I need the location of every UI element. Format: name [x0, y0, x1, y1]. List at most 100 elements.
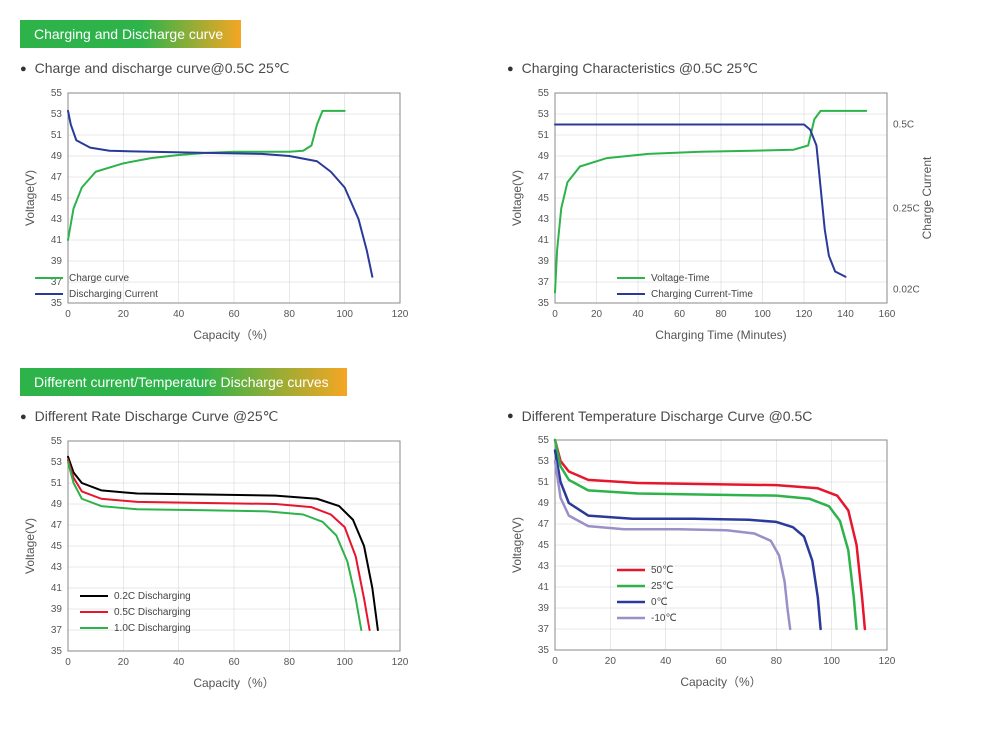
svg-text:39: 39 [51, 604, 63, 615]
chart-2-title-text: Charging Characteristics @0.5C 25℃ [522, 60, 758, 77]
chart-2-title: Charging Characteristics @0.5C 25℃ [507, 60, 964, 77]
svg-text:35: 35 [538, 298, 550, 309]
svg-text:37: 37 [51, 625, 63, 636]
section-header-2-label: Different current/Temperature Discharge … [34, 374, 329, 390]
svg-text:39: 39 [51, 256, 63, 267]
svg-text:0: 0 [65, 309, 71, 320]
svg-text:50℃: 50℃ [651, 565, 673, 576]
svg-text:100: 100 [336, 657, 353, 668]
svg-text:0℃: 0℃ [651, 597, 668, 608]
svg-text:45: 45 [538, 540, 550, 551]
svg-text:Voltage(V): Voltage(V) [23, 170, 37, 226]
svg-text:Voltage(V): Voltage(V) [510, 170, 524, 226]
svg-text:47: 47 [51, 172, 63, 183]
svg-text:55: 55 [51, 436, 63, 447]
svg-text:0.5C Discharging: 0.5C Discharging [114, 607, 191, 618]
svg-text:45: 45 [538, 193, 550, 204]
svg-text:53: 53 [538, 109, 550, 120]
svg-text:Charge curve: Charge curve [69, 273, 129, 284]
svg-text:51: 51 [538, 130, 550, 141]
svg-text:100: 100 [823, 656, 840, 667]
charts-row-1: Charge and discharge curve@0.5C 25℃ 0 20 4… [20, 60, 964, 343]
svg-text:49: 49 [538, 498, 550, 509]
svg-text:37: 37 [538, 624, 550, 635]
svg-text:1.0C Discharging: 1.0C Discharging [114, 623, 191, 634]
svg-text:35: 35 [51, 298, 63, 309]
chart-4-title: Different Temperature Discharge Curve @0… [507, 408, 964, 424]
svg-text:51: 51 [51, 130, 63, 141]
svg-text:49: 49 [51, 499, 63, 510]
svg-text:120: 120 [392, 657, 409, 668]
svg-text:20: 20 [118, 657, 130, 668]
charts-row-2: Different Rate Discharge Curve @25℃ 0 20 4… [20, 408, 964, 691]
section-header-1-label: Charging and Discharge curve [34, 26, 223, 42]
svg-text:55: 55 [51, 88, 63, 99]
svg-text:43: 43 [51, 214, 63, 225]
svg-text:60: 60 [715, 656, 727, 667]
chart-4-block: Different Temperature Discharge Curve @0… [507, 408, 964, 691]
svg-text:47: 47 [51, 520, 63, 531]
chart-3-block: Different Rate Discharge Curve @25℃ 0 20 4… [20, 408, 477, 691]
svg-text:80: 80 [284, 657, 296, 668]
svg-text:120: 120 [392, 309, 409, 320]
svg-text:0.02C: 0.02C [893, 284, 920, 295]
svg-text:100: 100 [754, 309, 771, 320]
svg-text:53: 53 [538, 456, 550, 467]
svg-text:80: 80 [284, 309, 296, 320]
svg-text:120: 120 [796, 309, 813, 320]
svg-text:0.25C: 0.25C [893, 204, 920, 215]
chart-3-title: Different Rate Discharge Curve @25℃ [20, 408, 477, 425]
svg-text:43: 43 [51, 562, 63, 573]
svg-text:41: 41 [51, 235, 63, 246]
svg-text:55: 55 [538, 435, 550, 446]
chart-1-svg: 0204060801001203537394143454749515355Cap… [20, 83, 450, 343]
svg-text:51: 51 [538, 477, 550, 488]
svg-text:0: 0 [65, 657, 71, 668]
svg-text:55: 55 [538, 88, 550, 99]
svg-text:20: 20 [118, 309, 130, 320]
svg-text:Charge Current: Charge Current [920, 156, 934, 239]
chart-4-title-text: Different Temperature Discharge Curve @0… [522, 408, 813, 424]
svg-text:Voltage(V): Voltage(V) [23, 518, 37, 574]
svg-text:0.2C Discharging: 0.2C Discharging [114, 591, 191, 602]
svg-text:41: 41 [538, 235, 550, 246]
svg-text:43: 43 [538, 561, 550, 572]
svg-text:45: 45 [51, 193, 63, 204]
svg-text:35: 35 [51, 646, 63, 657]
svg-text:20: 20 [605, 656, 617, 667]
section-header-1: Charging and Discharge curve [20, 20, 241, 48]
svg-text:60: 60 [674, 309, 686, 320]
svg-text:Capacity（%）: Capacity（%） [193, 676, 274, 690]
svg-text:-10℃: -10℃ [651, 613, 677, 624]
svg-text:Capacity（%）: Capacity（%） [193, 328, 274, 342]
svg-text:53: 53 [51, 457, 63, 468]
svg-text:0.5C: 0.5C [893, 120, 914, 131]
chart-1-title: Charge and discharge curve@0.5C 25℃ [20, 60, 477, 77]
svg-text:Voltage(V): Voltage(V) [510, 517, 524, 573]
svg-text:41: 41 [51, 583, 63, 594]
svg-text:80: 80 [715, 309, 727, 320]
svg-text:51: 51 [51, 478, 63, 489]
svg-text:100: 100 [336, 309, 353, 320]
svg-text:140: 140 [837, 309, 854, 320]
svg-text:41: 41 [538, 582, 550, 593]
svg-text:80: 80 [771, 656, 783, 667]
svg-text:0: 0 [552, 656, 558, 667]
svg-text:47: 47 [538, 172, 550, 183]
svg-text:40: 40 [660, 656, 672, 667]
svg-text:Charging Current-Time: Charging Current-Time [651, 289, 753, 300]
svg-text:39: 39 [538, 603, 550, 614]
svg-text:25℃: 25℃ [651, 581, 673, 592]
svg-text:49: 49 [51, 151, 63, 162]
chart-2-block: Charging Characteristics @0.5C 25℃ 02040… [507, 60, 964, 343]
svg-text:49: 49 [538, 151, 550, 162]
svg-text:40: 40 [632, 309, 644, 320]
svg-text:45: 45 [51, 541, 63, 552]
svg-text:53: 53 [51, 109, 63, 120]
svg-text:0: 0 [552, 309, 558, 320]
svg-text:Charging Time (Minutes): Charging Time (Minutes) [655, 328, 786, 342]
section-header-2: Different current/Temperature Discharge … [20, 368, 347, 396]
svg-text:60: 60 [228, 657, 240, 668]
chart-2-svg: 0204060801001201401603537394143454749515… [507, 83, 937, 343]
svg-text:47: 47 [538, 519, 550, 530]
